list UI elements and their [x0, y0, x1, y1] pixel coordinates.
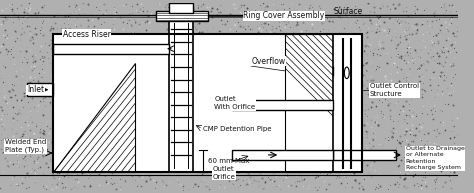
Bar [53, 34, 362, 172]
Bar [232, 150, 333, 160]
Text: 60 mm Max: 60 mm Max [208, 158, 249, 164]
Bar [27, 83, 53, 96]
Text: Outlet
With Orifice: Outlet With Orifice [214, 96, 255, 110]
Text: Outlet
Orifice: Outlet Orifice [212, 166, 236, 179]
Bar [53, 34, 362, 172]
Text: Welded End
Plate (Typ.): Welded End Plate (Typ.) [5, 139, 46, 153]
Bar [53, 44, 169, 53]
Bar [333, 150, 396, 160]
Bar [333, 34, 362, 172]
Circle shape [231, 101, 238, 109]
Ellipse shape [345, 67, 349, 79]
Text: Outlet Control
Structure: Outlet Control Structure [370, 83, 419, 97]
Bar [156, 11, 208, 21]
Text: Overflow: Overflow [251, 57, 285, 66]
Polygon shape [285, 34, 333, 172]
Text: Surface: Surface [333, 7, 362, 15]
Text: Inlet: Inlet [27, 85, 44, 94]
Text: Outlet to Drainage
or Alternate
Retention
Recharge System: Outlet to Drainage or Alternate Retentio… [406, 146, 465, 170]
Text: CMP Detention Pipe: CMP Detention Pipe [203, 126, 271, 132]
Polygon shape [53, 63, 135, 172]
Text: Access Riser: Access Riser [63, 30, 110, 39]
Bar [169, 18, 193, 172]
Bar [169, 3, 193, 13]
Text: Ring Cover Assembly: Ring Cover Assembly [244, 11, 325, 20]
Bar [232, 100, 333, 110]
